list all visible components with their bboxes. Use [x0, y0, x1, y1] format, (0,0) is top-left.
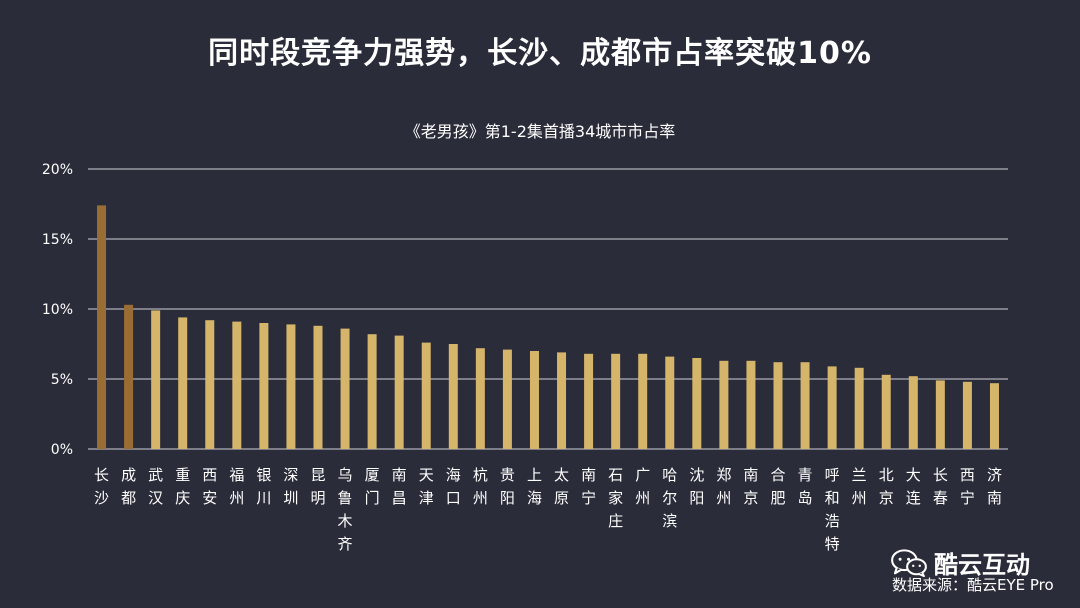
bar-10	[340, 328, 350, 449]
bar-22	[665, 356, 675, 449]
x-tick-label: 济南	[987, 466, 1002, 507]
x-tick-label: 大连	[906, 466, 921, 507]
x-tick-label: 青岛	[798, 466, 813, 507]
bar-18	[557, 352, 567, 449]
x-tick-label: 西宁	[960, 466, 975, 507]
chart-subtitle: 《老男孩》第1-2集首播34城市市占率	[404, 122, 676, 141]
x-tick-label: 贵阳	[500, 466, 515, 507]
x-tick-label: 太原	[554, 466, 569, 507]
x-tick-label: 北京	[879, 466, 894, 507]
x-tick-label: 兰州	[852, 466, 867, 507]
bar-33	[962, 381, 972, 449]
bar-19	[584, 353, 594, 449]
x-tick-label: 郑州	[716, 466, 731, 507]
x-tick-label: 武汉	[148, 466, 163, 507]
x-tick-label: 昆明	[310, 466, 325, 507]
x-tick-label: 长沙	[94, 466, 109, 507]
grid-lines	[88, 168, 1008, 450]
x-tick-label: 银川	[256, 466, 271, 507]
bar-29	[854, 367, 864, 449]
x-tick-label: 石家庄	[608, 466, 623, 530]
brand-watermark: 酷云互动	[890, 545, 1030, 580]
bar-11	[367, 334, 377, 449]
bar-14	[448, 344, 458, 449]
bar-12	[394, 335, 404, 449]
bar-23	[692, 358, 702, 449]
bar-30	[881, 374, 891, 449]
bar-20	[611, 353, 621, 449]
x-tick-label: 成都	[121, 466, 136, 507]
bar-17	[529, 351, 539, 449]
bar-21	[638, 353, 648, 449]
x-tick-label: 乌鲁木齐	[338, 466, 353, 553]
bar-5	[205, 320, 215, 449]
bar-27	[800, 362, 810, 449]
bar-6	[232, 321, 242, 449]
bar-34	[989, 383, 999, 449]
bar-26	[773, 362, 783, 449]
x-tick-label: 福州	[229, 466, 244, 507]
x-tick-label: 南宁	[581, 466, 596, 507]
x-tick-label: 南京	[743, 466, 758, 507]
bar-8	[286, 324, 296, 449]
bar-9	[313, 325, 323, 449]
bar-28	[827, 366, 837, 449]
x-tick-label: 合肥	[770, 466, 785, 507]
x-tick-label: 杭州	[473, 466, 488, 507]
x-tick-label: 广州	[635, 466, 650, 507]
bar-15	[475, 348, 485, 449]
x-tick-label: 呼和浩特	[825, 466, 840, 553]
bar-4	[178, 317, 188, 449]
bar-24	[719, 360, 729, 449]
bar-2	[124, 304, 134, 449]
y-tick-label: 10%	[42, 302, 73, 318]
bar-31	[908, 376, 918, 449]
x-tick-label: 重庆	[175, 466, 190, 507]
x-tick-label: 哈尔滨	[662, 466, 677, 530]
x-axis-labels: 长沙成都武汉重庆西安福州银川深圳昆明乌鲁木齐厦门南昌天津海口杭州贵阳上海太原南宁…	[94, 466, 1002, 553]
y-tick-label: 0%	[51, 442, 73, 458]
x-tick-label: 长春	[933, 466, 948, 507]
x-tick-label: 海口	[446, 466, 461, 507]
x-tick-label: 天津	[419, 466, 434, 507]
y-tick-label: 5%	[51, 372, 73, 388]
bar-25	[746, 360, 756, 449]
bar-1	[97, 205, 107, 449]
x-tick-label: 西安	[202, 466, 217, 507]
x-tick-label: 厦门	[365, 466, 380, 507]
x-tick-label: 沈阳	[689, 466, 704, 507]
page-title: 同时段竞争力强势，长沙、成都市占率突破10%	[208, 36, 872, 71]
bar-32	[935, 380, 945, 449]
wechat-icon	[891, 548, 927, 577]
x-tick-label: 上海	[527, 466, 542, 507]
y-axis-ticks: 0% 5% 10% 15% 20%	[42, 162, 73, 458]
bar-3	[151, 310, 161, 449]
bar-13	[421, 342, 431, 449]
bar-7	[259, 323, 269, 449]
brand-name: 酷云互动	[934, 551, 1030, 579]
x-tick-label: 南昌	[392, 466, 407, 507]
y-tick-label: 20%	[42, 162, 73, 178]
x-tick-label: 深圳	[283, 466, 298, 507]
bars	[97, 205, 999, 449]
data-source: 数据来源：酷云EYE Pro	[892, 576, 1054, 594]
bar-16	[502, 349, 512, 449]
y-tick-label: 15%	[42, 232, 73, 248]
